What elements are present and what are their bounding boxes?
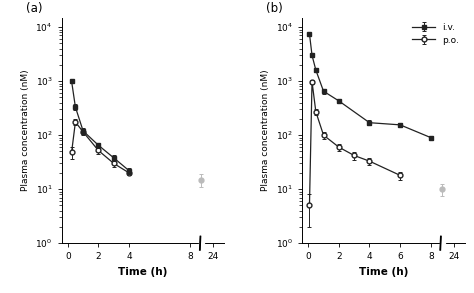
Text: (a): (a) [26,2,42,15]
Bar [440,241,445,243]
X-axis label: Time (h): Time (h) [118,267,167,277]
Bar [199,241,204,243]
Y-axis label: Plasma concentration (nM): Plasma concentration (nM) [21,69,30,191]
X-axis label: Time (h): Time (h) [359,267,408,277]
Y-axis label: Plasma concentration (nM): Plasma concentration (nM) [261,69,270,191]
Legend: i.v., p.o.: i.v., p.o. [409,19,463,48]
Text: (b): (b) [266,2,283,15]
